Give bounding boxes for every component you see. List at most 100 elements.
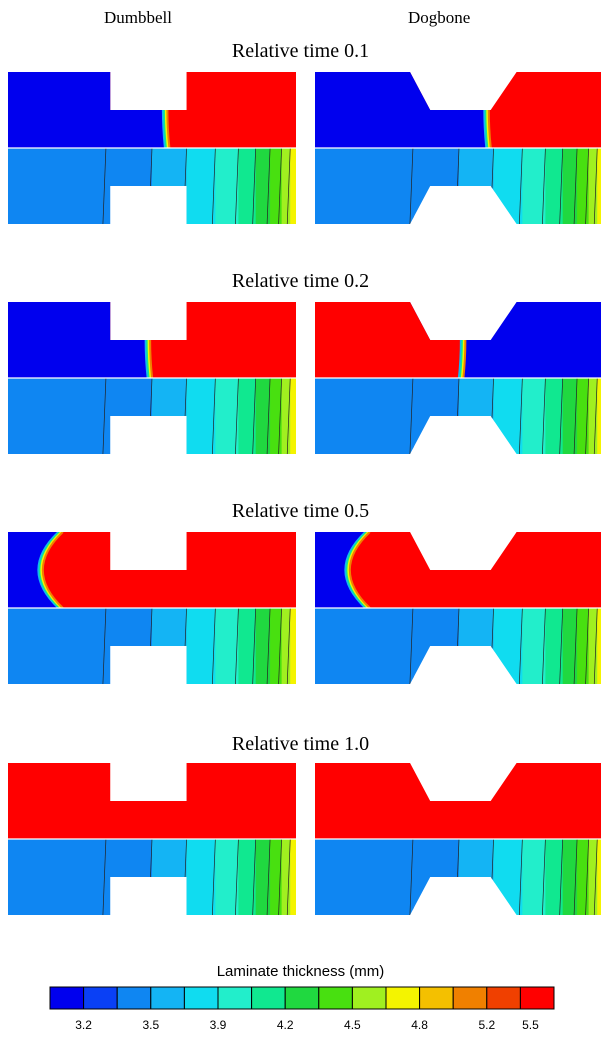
- flow-empty-region: [8, 302, 150, 378]
- thickness-band: [545, 148, 564, 224]
- thickness-contour-line: [573, 607, 578, 684]
- simulation-panels: [8, 72, 601, 915]
- thickness-band: [281, 839, 292, 915]
- thickness-band: [281, 148, 292, 224]
- thickness-contour-line: [519, 838, 523, 915]
- thickness-band: [255, 839, 272, 915]
- panel-dumbbell-row-1: [8, 302, 296, 454]
- thickness-contour-line: [573, 147, 578, 224]
- thickness-contour-line: [252, 147, 257, 224]
- thickness-contour-line: [278, 607, 282, 684]
- thickness-contour-line: [519, 607, 523, 684]
- thickness-contour-line: [542, 147, 546, 224]
- thickness-band: [459, 839, 495, 915]
- thickness-band: [8, 839, 107, 915]
- thickness-band: [290, 839, 296, 915]
- colorbar-tick-label: 3.9: [209, 1018, 227, 1032]
- colorbar-tick-label: 4.2: [276, 1018, 294, 1032]
- flow-front-edge: [348, 532, 371, 609]
- colorbar-tick-label: 4.8: [411, 1018, 428, 1032]
- thickness-band: [270, 839, 283, 915]
- thickness-contour-line: [286, 377, 291, 454]
- flow-filled-region: [315, 763, 601, 839]
- thickness-band: [290, 148, 296, 224]
- colorbar-swatch: [251, 986, 286, 1010]
- thickness-contour-line: [235, 147, 239, 224]
- flow-filled-region: [8, 763, 296, 839]
- thickness-band: [545, 839, 564, 915]
- colorbar-swatch: [116, 986, 152, 1010]
- flow-empty-region: [315, 72, 488, 148]
- thickness-band: [493, 148, 524, 224]
- thickness-contour-line: [252, 838, 257, 915]
- thickness-band: [522, 378, 547, 454]
- thickness-contour-line: [212, 377, 216, 454]
- thickness-band: [545, 378, 564, 454]
- thickness-band: [577, 839, 590, 915]
- thickness-band: [522, 608, 547, 684]
- thickness-band: [597, 378, 601, 454]
- thickness-contour-line: [542, 377, 546, 454]
- thickness-band: [215, 148, 240, 224]
- thickness-contour-line: [593, 838, 598, 915]
- colorbar-swatch: [519, 986, 555, 1010]
- colorbar-tick-label: 5.2: [478, 1018, 496, 1032]
- thickness-band: [412, 608, 460, 684]
- thickness-band: [186, 378, 217, 454]
- thickness-contour-line: [585, 147, 589, 224]
- thickness-contour-line: [519, 147, 523, 224]
- thickness-band: [562, 608, 579, 684]
- panel-dogbone-row-3: [315, 763, 601, 915]
- thickness-contour-line: [559, 377, 564, 454]
- thickness-band: [412, 378, 460, 454]
- thickness-band: [270, 378, 283, 454]
- thickness-contour-line: [266, 147, 271, 224]
- thickness-band: [493, 378, 524, 454]
- flow-front-edge: [345, 532, 368, 609]
- colorbar-swatch: [419, 986, 454, 1010]
- flow-front-edge: [347, 532, 370, 609]
- flow-empty-region: [315, 302, 464, 378]
- colorbar-swatch: [49, 986, 85, 1010]
- colorbar-swatch: [385, 986, 421, 1010]
- time-label-3: Relative time 1.0: [231, 733, 370, 755]
- thickness-band: [152, 148, 188, 224]
- dogbone-column-title: Dogbone: [408, 8, 471, 27]
- thickness-contour-line: [278, 147, 282, 224]
- thickness-band: [255, 378, 272, 454]
- thickness-band: [152, 608, 188, 684]
- thickness-contour-line: [235, 838, 239, 915]
- flow-empty-region: [315, 532, 367, 608]
- colorbar-swatch: [83, 986, 118, 1010]
- flow-front-edge: [41, 532, 64, 609]
- colorbar-tick-label: 4.5: [344, 1018, 361, 1032]
- thickness-contour-line: [542, 607, 546, 684]
- thickness-contour-line: [212, 838, 216, 915]
- thickness-band: [238, 608, 257, 684]
- thickness-band: [215, 378, 240, 454]
- flow-empty-region: [8, 532, 60, 608]
- panel-dogbone-row-0: [315, 72, 601, 224]
- thickness-contour-line: [585, 838, 589, 915]
- flow-empty-region: [8, 72, 167, 148]
- thickness-band: [522, 148, 547, 224]
- thickness-band: [577, 148, 590, 224]
- flow-front-edge: [344, 532, 367, 609]
- flow-front-edge: [40, 532, 63, 609]
- thickness-contour-line: [286, 607, 291, 684]
- thickness-band: [215, 839, 240, 915]
- thickness-contour-line: [266, 377, 271, 454]
- thickness-contour-line: [102, 147, 107, 224]
- thickness-band: [255, 148, 272, 224]
- thickness-contour-line: [286, 838, 291, 915]
- thickness-contour-line: [212, 607, 216, 684]
- thickness-band: [238, 378, 257, 454]
- thickness-contour-line: [102, 607, 107, 684]
- panel-dogbone-row-1: [315, 302, 601, 454]
- thickness-contour-line: [559, 147, 564, 224]
- colorbar-tick-label: 3.2: [75, 1018, 92, 1032]
- thickness-contour-line: [252, 607, 257, 684]
- thickness-band: [270, 608, 283, 684]
- thickness-band: [562, 378, 579, 454]
- thickness-band: [315, 378, 414, 454]
